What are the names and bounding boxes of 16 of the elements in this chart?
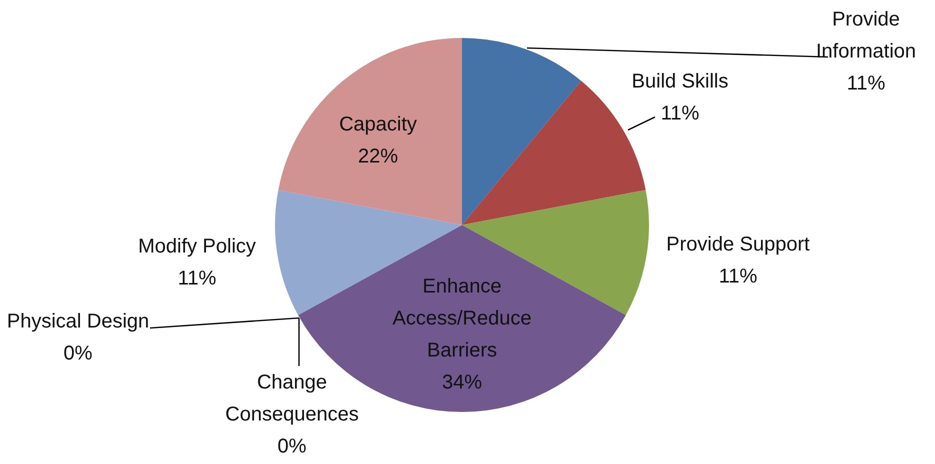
data-label: 11% [718, 266, 758, 288]
text: 0% [278, 436, 306, 458]
slice-label: Provide Information [816, 8, 916, 63]
slice-label: Capacity [339, 114, 417, 136]
data-label: 11% [178, 268, 216, 290]
slice-label: Build Skills [632, 70, 728, 93]
category-label: Physical Design [6, 310, 150, 333]
legend-label: Change Consequences [225, 372, 359, 426]
data-label: 11% [660, 102, 700, 125]
text: 0% [64, 342, 92, 365]
slice-label: Modify Policy [138, 236, 256, 258]
data-label: 34% [442, 372, 482, 394]
data-label: 11% [846, 72, 886, 95]
data-label: 22% [358, 146, 398, 168]
slice-label: Enhance Access/Reduce Barriers [392, 276, 532, 362]
slice-label: Provide Support [666, 234, 810, 256]
